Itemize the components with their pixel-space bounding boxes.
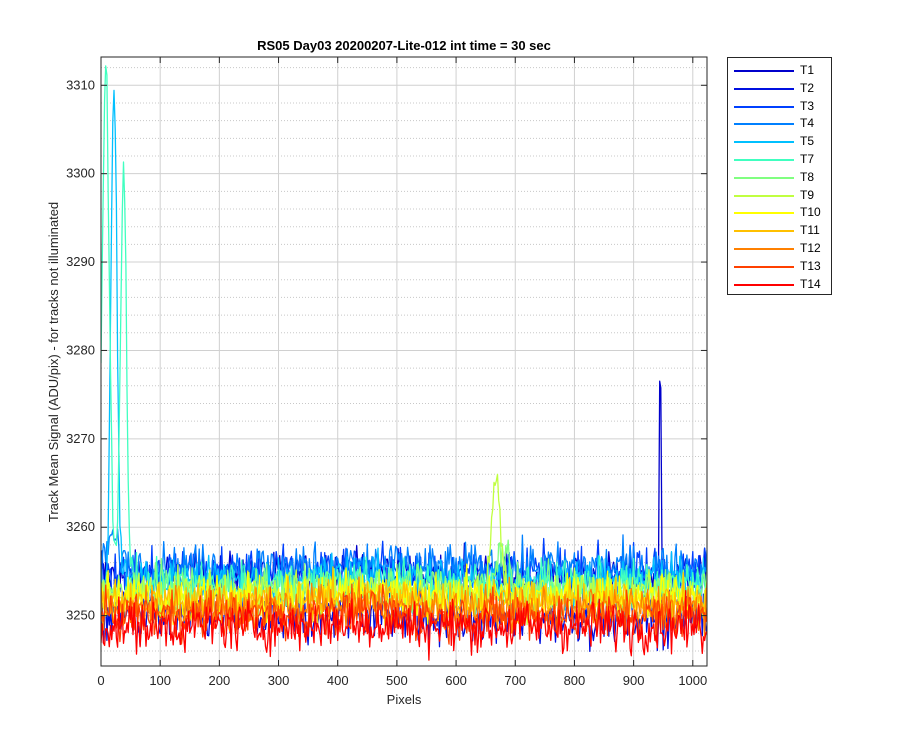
legend-label: T13 — [800, 258, 821, 273]
y-tick-label: 3270 — [66, 431, 95, 446]
x-tick-label: 100 — [149, 673, 171, 688]
y-tick-label: 3250 — [66, 608, 95, 623]
legend-swatch — [734, 212, 794, 215]
legend-swatch — [734, 283, 794, 286]
legend-entry-t10: T10 — [728, 204, 831, 222]
legend-swatch — [734, 159, 794, 161]
legend-label: T7 — [800, 152, 815, 166]
legend-swatch — [734, 265, 794, 268]
legend-entry-t5: T5 — [728, 133, 831, 151]
legend-label: T5 — [800, 134, 815, 149]
legend-swatch — [734, 194, 794, 197]
y-tick-label: 3290 — [66, 254, 95, 269]
legend-entry-t4: T4 — [728, 115, 831, 133]
legend-label: T9 — [800, 187, 815, 202]
series-group — [101, 65, 707, 661]
series-line-t7 — [101, 65, 707, 615]
legend-label: T10 — [800, 205, 821, 220]
x-axis-label: Pixels — [387, 692, 422, 707]
x-tick-label: 300 — [268, 673, 290, 688]
legend: T1 T2 T3 T4 T5 T7 T8 T9 T10 T11 T12 T13 T14 — [727, 57, 832, 295]
legend-label: T12 — [800, 241, 821, 255]
legend-swatch — [734, 176, 794, 179]
legend-label: T14 — [800, 276, 821, 291]
x-tick-label: 900 — [623, 673, 645, 688]
y-axis-label: Track Mean Signal (ADU/pix) - for tracks… — [46, 202, 61, 522]
ticks: 0 100 200 300 400 500 600 700 800 900 1000 3250 3260… — [66, 57, 707, 688]
legend-entry-t1: T1 — [728, 62, 831, 80]
y-tick-label: 3280 — [66, 342, 95, 357]
x-tick-label: 800 — [564, 673, 586, 688]
legend-entry-t8: T8 — [728, 169, 831, 187]
legend-label: T8 — [800, 169, 815, 184]
legend-swatch — [734, 105, 794, 108]
legend-entry-t11: T11 — [728, 222, 831, 240]
legend-entry-t14: T14 — [728, 276, 831, 294]
legend-swatch — [734, 230, 794, 233]
legend-swatch — [734, 248, 794, 250]
legend-swatch — [734, 141, 794, 144]
x-tick-label: 1000 — [678, 673, 707, 688]
legend-entry-t2: T2 — [728, 80, 831, 98]
legend-entry-t12: T12 — [728, 240, 831, 258]
legend-swatch — [734, 70, 794, 72]
series-line-t12 — [101, 576, 707, 641]
y-tick-label: 3310 — [66, 77, 95, 92]
series-line-t11 — [101, 566, 707, 628]
x-tick-label: 0 — [97, 673, 104, 688]
y-tick-label: 3300 — [66, 166, 95, 181]
x-tick-label: 500 — [386, 673, 408, 688]
legend-entry-t7: T7 — [728, 151, 831, 169]
legend-entry-t3: T3 — [728, 98, 831, 116]
y-tick-label: 3260 — [66, 519, 95, 534]
legend-swatch — [734, 123, 794, 126]
x-tick-label: 200 — [209, 673, 231, 688]
plot-frame — [100, 56, 708, 667]
x-tick-label: 700 — [504, 673, 526, 688]
legend-label: T2 — [800, 80, 815, 95]
legend-label: T4 — [800, 116, 815, 131]
legend-label: T11 — [800, 223, 820, 238]
legend-label: T1 — [800, 63, 815, 77]
legend-entry-t13: T13 — [728, 258, 831, 276]
legend-swatch — [734, 87, 794, 90]
x-tick-label: 400 — [327, 673, 349, 688]
chart-title: RS05 Day03 20200207-Lite-012 int time = … — [257, 38, 551, 53]
legend-entry-t9: T9 — [728, 187, 831, 205]
x-tick-label: 600 — [445, 673, 467, 688]
legend-label: T3 — [800, 98, 815, 113]
series-line-t14 — [101, 589, 707, 661]
